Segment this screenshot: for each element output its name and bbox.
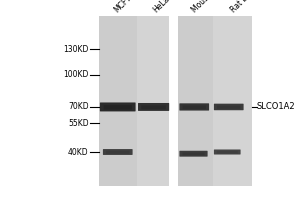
FancyBboxPatch shape	[179, 103, 209, 111]
Bar	[213, 16, 252, 186]
Text: 40KD: 40KD	[68, 148, 88, 157]
Text: 70KD: 70KD	[68, 102, 88, 111]
FancyBboxPatch shape	[214, 104, 244, 110]
Bar	[136, 16, 174, 186]
FancyBboxPatch shape	[104, 105, 132, 110]
Text: SLCO1A2: SLCO1A2	[256, 102, 295, 111]
FancyBboxPatch shape	[138, 103, 169, 111]
Text: Rat brain: Rat brain	[230, 0, 261, 14]
FancyBboxPatch shape	[106, 151, 130, 154]
FancyBboxPatch shape	[182, 152, 205, 155]
Text: Mouse brain: Mouse brain	[190, 0, 230, 14]
Bar	[99, 16, 252, 186]
Text: 130KD: 130KD	[63, 45, 88, 54]
FancyBboxPatch shape	[182, 105, 206, 109]
FancyBboxPatch shape	[217, 106, 240, 109]
Bar	[99, 16, 136, 186]
Bar	[174, 16, 213, 186]
FancyBboxPatch shape	[179, 151, 208, 157]
FancyBboxPatch shape	[217, 151, 238, 153]
Text: MCF7: MCF7	[112, 0, 134, 14]
Text: 55KD: 55KD	[68, 119, 88, 128]
Text: HeLa: HeLa	[151, 0, 171, 14]
Text: 100KD: 100KD	[63, 70, 88, 79]
FancyBboxPatch shape	[100, 102, 136, 111]
FancyBboxPatch shape	[214, 149, 241, 155]
FancyBboxPatch shape	[103, 149, 133, 155]
Bar	[169, 16, 178, 186]
FancyBboxPatch shape	[141, 105, 166, 109]
